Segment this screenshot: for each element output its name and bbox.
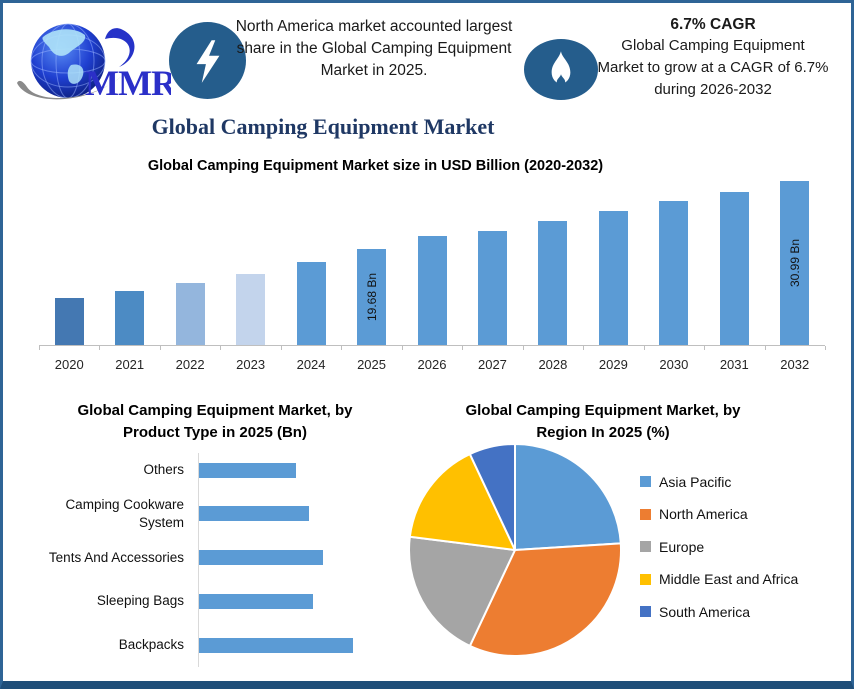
product-label-3: Sleeping Bags [96, 593, 184, 609]
product-bar-1 [199, 506, 309, 522]
pie-slice-asia-pacific [514, 443, 622, 551]
year-label-2029: 2029 [598, 357, 628, 372]
product-bar-4 [199, 637, 353, 653]
pie-slice-north-america [468, 542, 622, 657]
product-bar-2 [199, 550, 323, 565]
legend-item-europe: Europe [640, 532, 704, 561]
legend-swatch-icon [640, 541, 651, 552]
bar-2025: 19.68 Bn [357, 249, 387, 345]
year-label-2021: 2021 [115, 357, 145, 372]
flame-badge [524, 39, 598, 100]
product-bar-3 [199, 593, 314, 609]
lightning-icon [196, 39, 219, 83]
product-label-1: Camping Cookware System [65, 496, 184, 530]
product-label-4: Backpacks [118, 637, 184, 652]
legend-label: Europe [659, 538, 705, 555]
axis-tick [39, 346, 40, 350]
year-label-2023: 2023 [236, 357, 266, 372]
legend-item-south-america: South America [640, 597, 750, 626]
bar-2021 [115, 291, 145, 345]
page-title: Global Camping Equipment Market [151, 114, 495, 139]
product-label-2: Tents And Accessories [48, 549, 184, 565]
axis-tick [280, 346, 282, 350]
year-label-2025: 2025 [357, 357, 386, 372]
legend-label: South America [659, 603, 751, 620]
globe-logo-icon: MMR [17, 23, 179, 103]
cagr-text: Global Camping Equipment Market to grow … [597, 37, 829, 98]
year-label-2024: 2024 [296, 357, 326, 372]
legend-swatch-icon [640, 508, 651, 520]
axis-tick [159, 346, 161, 350]
legend-swatch-icon [640, 476, 651, 487]
bar-2030 [659, 201, 689, 345]
flame-icon [551, 50, 571, 87]
pie-slice-middle-east-and-africa [408, 453, 516, 551]
logo-text: MMR [85, 63, 171, 103]
year-label-2026: 2026 [417, 357, 447, 372]
legend-item-north-america: North America [640, 500, 748, 529]
year-label-2030: 2030 [659, 357, 689, 372]
lightning-badge [169, 22, 246, 99]
axis-tick [341, 346, 343, 350]
pie-chart-title: Global Camping Equipment Market, by Regi… [465, 402, 741, 441]
legend-label: Asia Pacific [659, 473, 732, 490]
axis-tick [643, 346, 645, 350]
legend-item-middle-east-and-africa: Middle East and Africa [640, 565, 798, 594]
axis-tick [401, 346, 403, 350]
y-axis-line [198, 453, 199, 667]
bar-2022 [175, 283, 205, 345]
product-bar-0 [199, 462, 296, 478]
year-label-2028: 2028 [538, 357, 568, 372]
year-label-2020: 2020 [54, 357, 84, 372]
pie-legend: Asia Pacific North America Europe Middle Ea… [640, 467, 840, 637]
axis-tick [220, 346, 222, 350]
year-label-2022: 2022 [175, 357, 205, 372]
axis-tick [99, 346, 101, 350]
axis-tick [522, 346, 524, 350]
pie-slice-south-america [468, 443, 516, 551]
bar-2032: 30.99 Bn [780, 181, 810, 345]
continent-north-america [42, 29, 86, 56]
bar-value-label-2025: 19.68 Bn [364, 273, 379, 322]
bar-2023 [236, 274, 266, 345]
header-right-highlight: 6.7% CAGR Global Camping Equipment Marke… [597, 14, 829, 101]
axis-tick [462, 346, 464, 350]
legend-label: Middle East and Africa [659, 571, 799, 587]
logo-swoosh-blue [105, 28, 135, 67]
product-label-0: Others [143, 462, 184, 477]
axis-tick [583, 346, 585, 350]
legend-swatch-icon [640, 573, 651, 585]
bar-value-label-2032: 30.99 Bn [787, 239, 802, 288]
axis-tick [825, 346, 826, 350]
legend-swatch-icon [640, 606, 651, 617]
year-label-2027: 2027 [477, 357, 507, 372]
year-label-2032: 2032 [780, 357, 810, 372]
region-pie-chart [408, 443, 622, 657]
market-size-bar-chart: 2020 2021 2022 2023 2024 19.68 Bn 2025 2026 2027… [39, 176, 826, 372]
axis-tick [764, 346, 766, 350]
mmr-logo: MMR [13, 17, 179, 105]
bar-2020 [54, 298, 84, 345]
product-chart-title: Global Camping Equipment Market, by Prod… [77, 402, 353, 441]
year-label-2031: 2031 [719, 357, 749, 372]
pie-slice-europe [408, 535, 516, 647]
legend-item-asia-pacific: Asia Pacific [640, 467, 731, 496]
x-axis-line [39, 345, 825, 346]
product-type-bar-chart: Others Camping Cookware System Tents And A… [17, 453, 399, 669]
cagr-title: 6.7% CAGR [670, 16, 756, 33]
bar-2028 [538, 221, 568, 345]
bar-2026 [417, 236, 447, 345]
bar-2029 [598, 211, 628, 345]
bar-chart-title: Global Camping Equipment Market size in … [147, 158, 604, 174]
bar-2027 [477, 231, 507, 345]
legend-label: North America [659, 506, 748, 522]
header-left-highlight: North America market accounted largest s… [235, 18, 513, 79]
bar-2031 [719, 192, 749, 345]
bar-2024 [296, 262, 326, 345]
continent-south-america [67, 64, 84, 84]
axis-tick [704, 346, 706, 350]
